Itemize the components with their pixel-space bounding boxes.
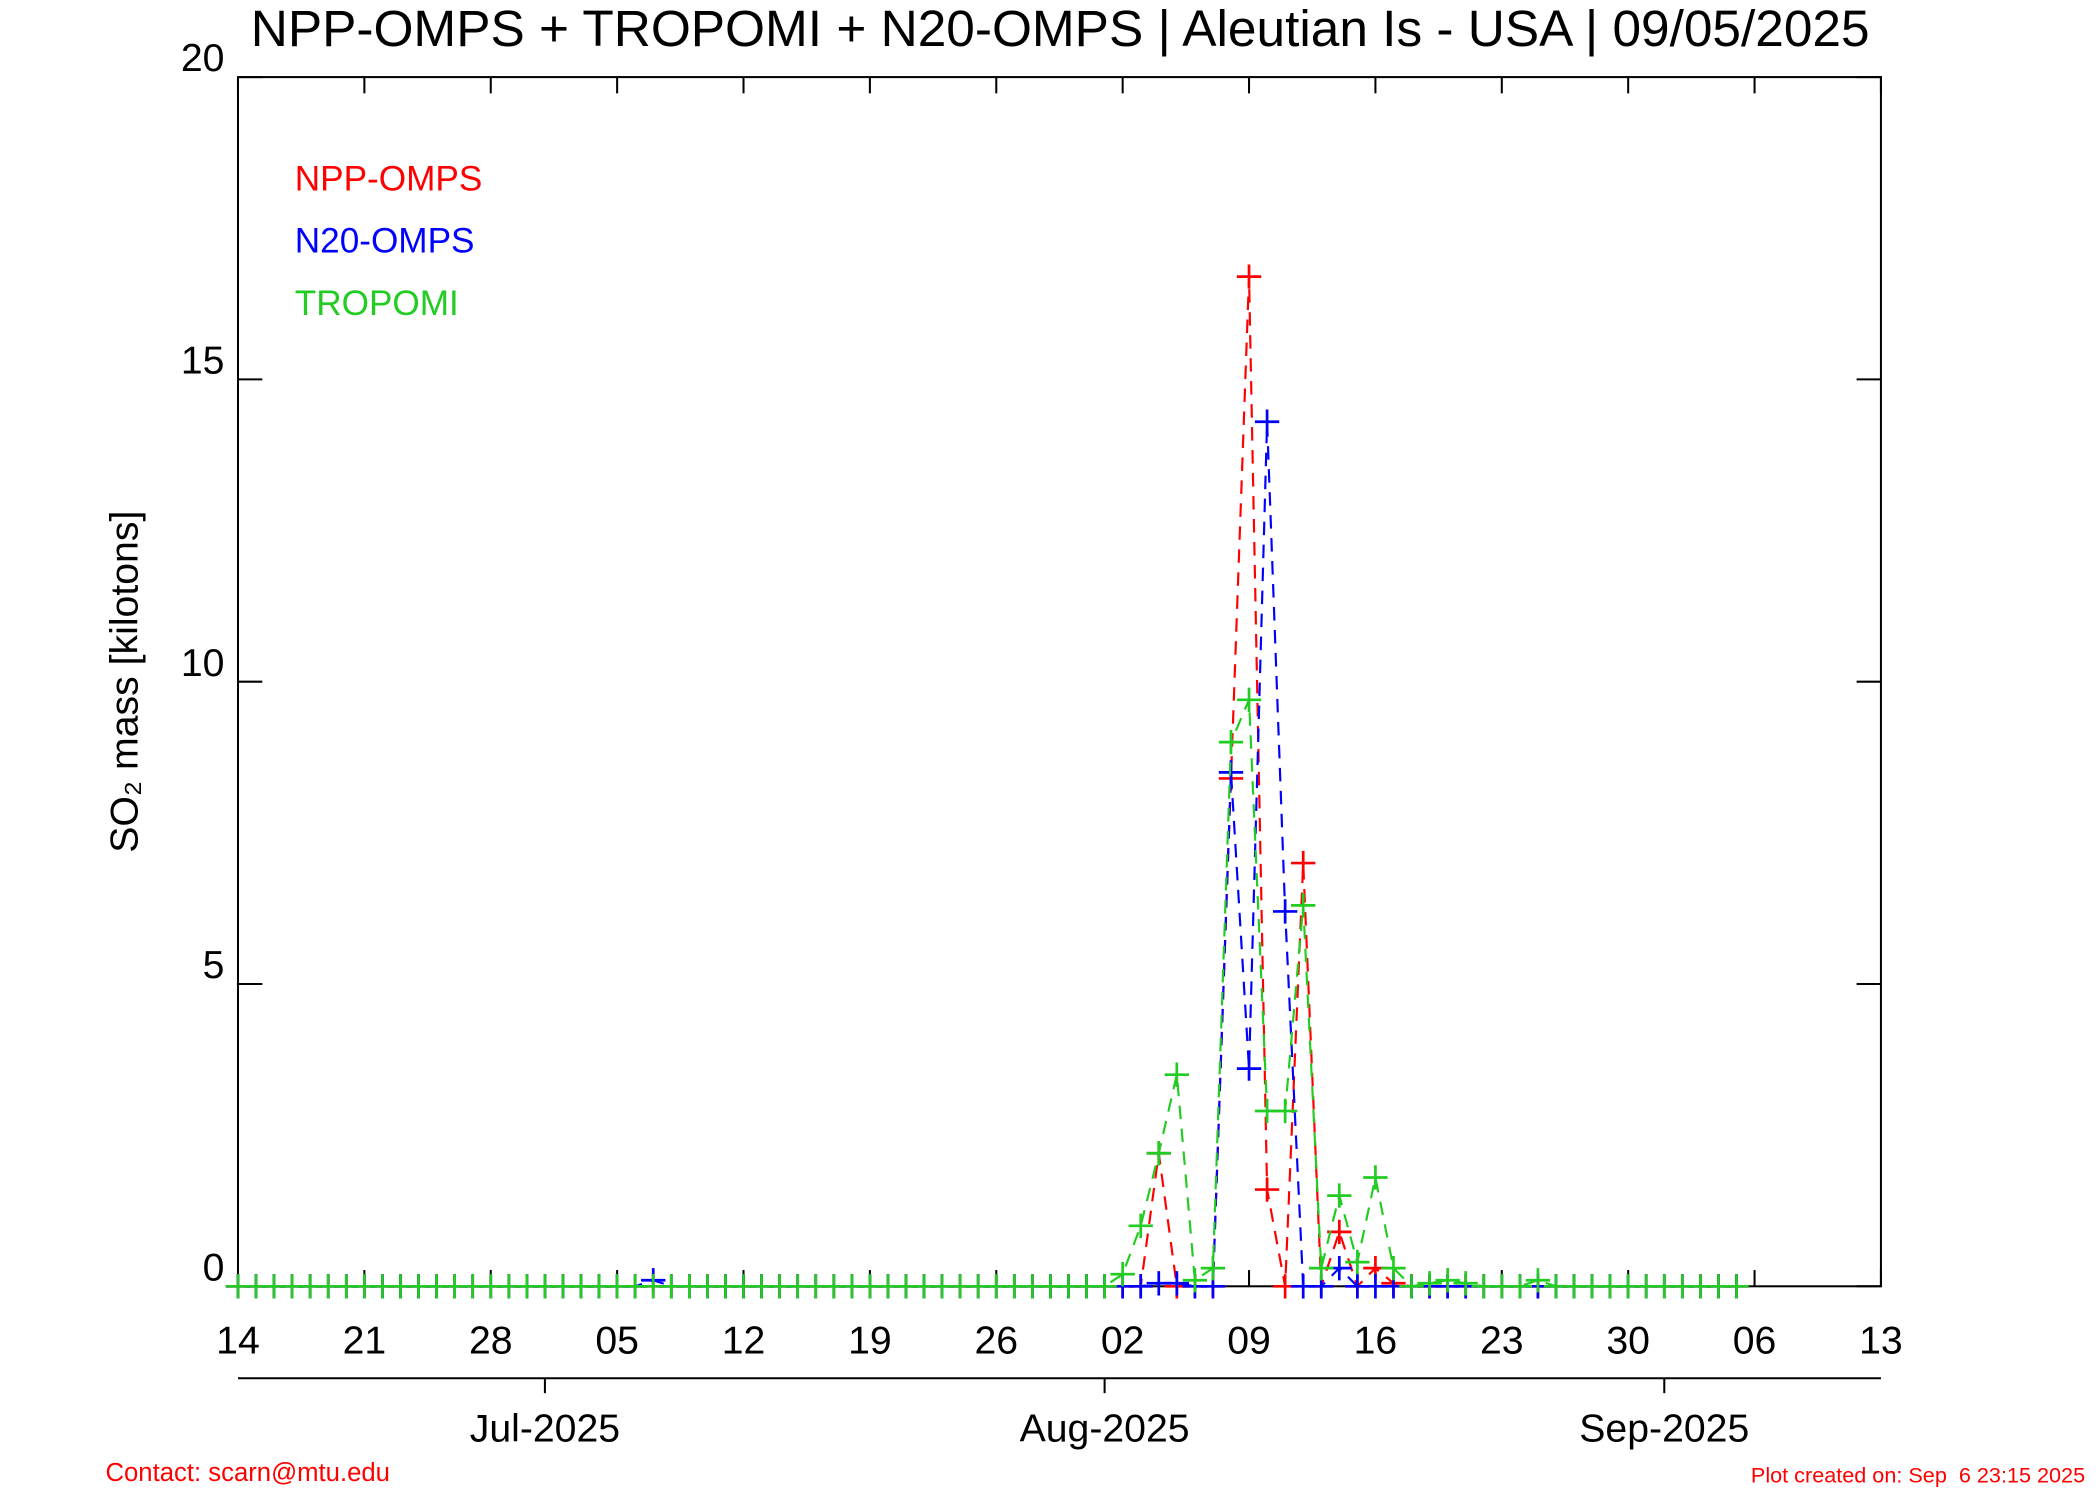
x-tick-label: 06 xyxy=(1733,1319,1777,1362)
x-tick-label: 28 xyxy=(469,1319,513,1362)
x-tick-label: 16 xyxy=(1354,1319,1398,1362)
x-tick-label: 12 xyxy=(722,1319,766,1362)
point-marker xyxy=(1272,1098,1298,1124)
point-marker xyxy=(1345,1249,1370,1275)
point-marker xyxy=(1291,850,1316,876)
y-tick-label: 20 xyxy=(181,37,225,80)
point-marker xyxy=(1236,1056,1262,1081)
point-marker xyxy=(1254,409,1280,434)
y-tick-label: 5 xyxy=(203,944,225,987)
point-marker xyxy=(1363,1165,1388,1190)
point-marker xyxy=(1218,729,1244,755)
x-tick-label: 02 xyxy=(1101,1319,1145,1362)
x-tick-label: 30 xyxy=(1606,1319,1650,1362)
point-marker xyxy=(1182,1268,1208,1293)
series-line xyxy=(237,699,1737,1288)
legend-entry: NPP-OMPS xyxy=(295,160,483,199)
y-axis-label: SO₂ mass [kilotons] xyxy=(103,511,146,853)
point-marker xyxy=(1128,1274,1153,1299)
point-marker xyxy=(1164,1062,1189,1087)
point-marker xyxy=(1381,1255,1406,1281)
legend-entry: N20-OMPS xyxy=(295,222,475,261)
x-tick-label: 09 xyxy=(1227,1319,1271,1362)
y-tick-label: 0 xyxy=(203,1246,225,1289)
point-marker xyxy=(1236,687,1262,713)
y-tick-label: 15 xyxy=(181,340,225,383)
y-tick-label: 10 xyxy=(181,642,225,685)
month-label: Sep-2025 xyxy=(1579,1407,1749,1450)
point-marker xyxy=(1092,1274,1117,1299)
chart-title: NPP-OMPS + TROPOMI + N20-OMPS | Aleutian… xyxy=(251,0,1870,57)
point-marker xyxy=(1291,893,1316,918)
x-tick-label: 26 xyxy=(974,1319,1018,1362)
point-marker xyxy=(1309,1255,1334,1281)
point-marker xyxy=(1724,1274,1749,1299)
point-marker xyxy=(1236,264,1262,289)
point-marker xyxy=(1453,1271,1478,1296)
point-marker xyxy=(1417,1271,1442,1296)
point-marker xyxy=(1327,1183,1352,1208)
x-tick-label: 21 xyxy=(343,1319,387,1362)
series-line xyxy=(237,421,1737,1288)
point-marker xyxy=(1146,1141,1171,1166)
point-marker xyxy=(1254,1177,1280,1202)
legend-entry: TROPOMI xyxy=(295,284,459,323)
point-marker xyxy=(1272,899,1298,924)
x-tick-label: 14 xyxy=(216,1319,260,1362)
point-marker xyxy=(1507,1274,1533,1299)
point-marker xyxy=(1164,1271,1189,1296)
point-marker xyxy=(1525,1268,1551,1293)
x-tick-label: 05 xyxy=(595,1319,639,1362)
created-note: Plot created on: Sep 6 23:15 2025 xyxy=(1751,1463,2085,1488)
x-tick-label: 23 xyxy=(1480,1319,1524,1362)
point-marker xyxy=(1110,1262,1135,1287)
x-tick-label: 13 xyxy=(1859,1319,1903,1362)
series-line xyxy=(237,276,1737,1289)
point-marker xyxy=(1435,1268,1460,1293)
plot-frame xyxy=(236,76,1882,1288)
x-tick-label: 19 xyxy=(848,1319,892,1362)
point-marker xyxy=(1399,1274,1424,1299)
point-marker xyxy=(1128,1213,1153,1239)
point-marker xyxy=(1200,1255,1226,1281)
month-label: Aug-2025 xyxy=(1020,1407,1190,1450)
contact: Contact: scarn@mtu.edu xyxy=(105,1459,389,1487)
month-label: Jul-2025 xyxy=(470,1407,620,1450)
